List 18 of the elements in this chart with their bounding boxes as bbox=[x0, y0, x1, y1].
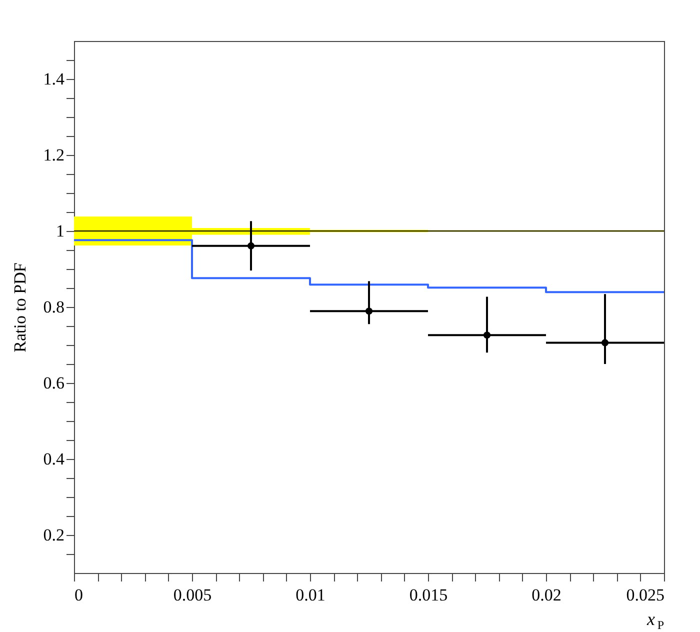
x-tick-label: 0.015 bbox=[409, 586, 448, 604]
x-tick-label: 0.02 bbox=[532, 586, 562, 604]
y-tick-label: 0.2 bbox=[43, 526, 64, 544]
y-tick-label: 1.2 bbox=[43, 146, 64, 164]
point bbox=[483, 332, 491, 339]
y-tick-label: 1.4 bbox=[43, 70, 65, 88]
y-tick-label: 0.4 bbox=[43, 450, 65, 468]
y-tick-label: 0.6 bbox=[43, 374, 64, 392]
x-tick-label: 0.01 bbox=[296, 586, 326, 604]
x-tick-label: 0.005 bbox=[173, 586, 212, 604]
x-tick-label: 0 bbox=[74, 586, 83, 604]
point bbox=[365, 308, 373, 315]
y-tick-label: 1 bbox=[56, 222, 64, 240]
y-axis-title: Ratio to PDF bbox=[10, 262, 30, 352]
y-tick-label: 0.8 bbox=[43, 298, 64, 316]
x-tick-label: 0.025 bbox=[626, 586, 664, 604]
point bbox=[601, 339, 609, 346]
point bbox=[247, 242, 255, 250]
